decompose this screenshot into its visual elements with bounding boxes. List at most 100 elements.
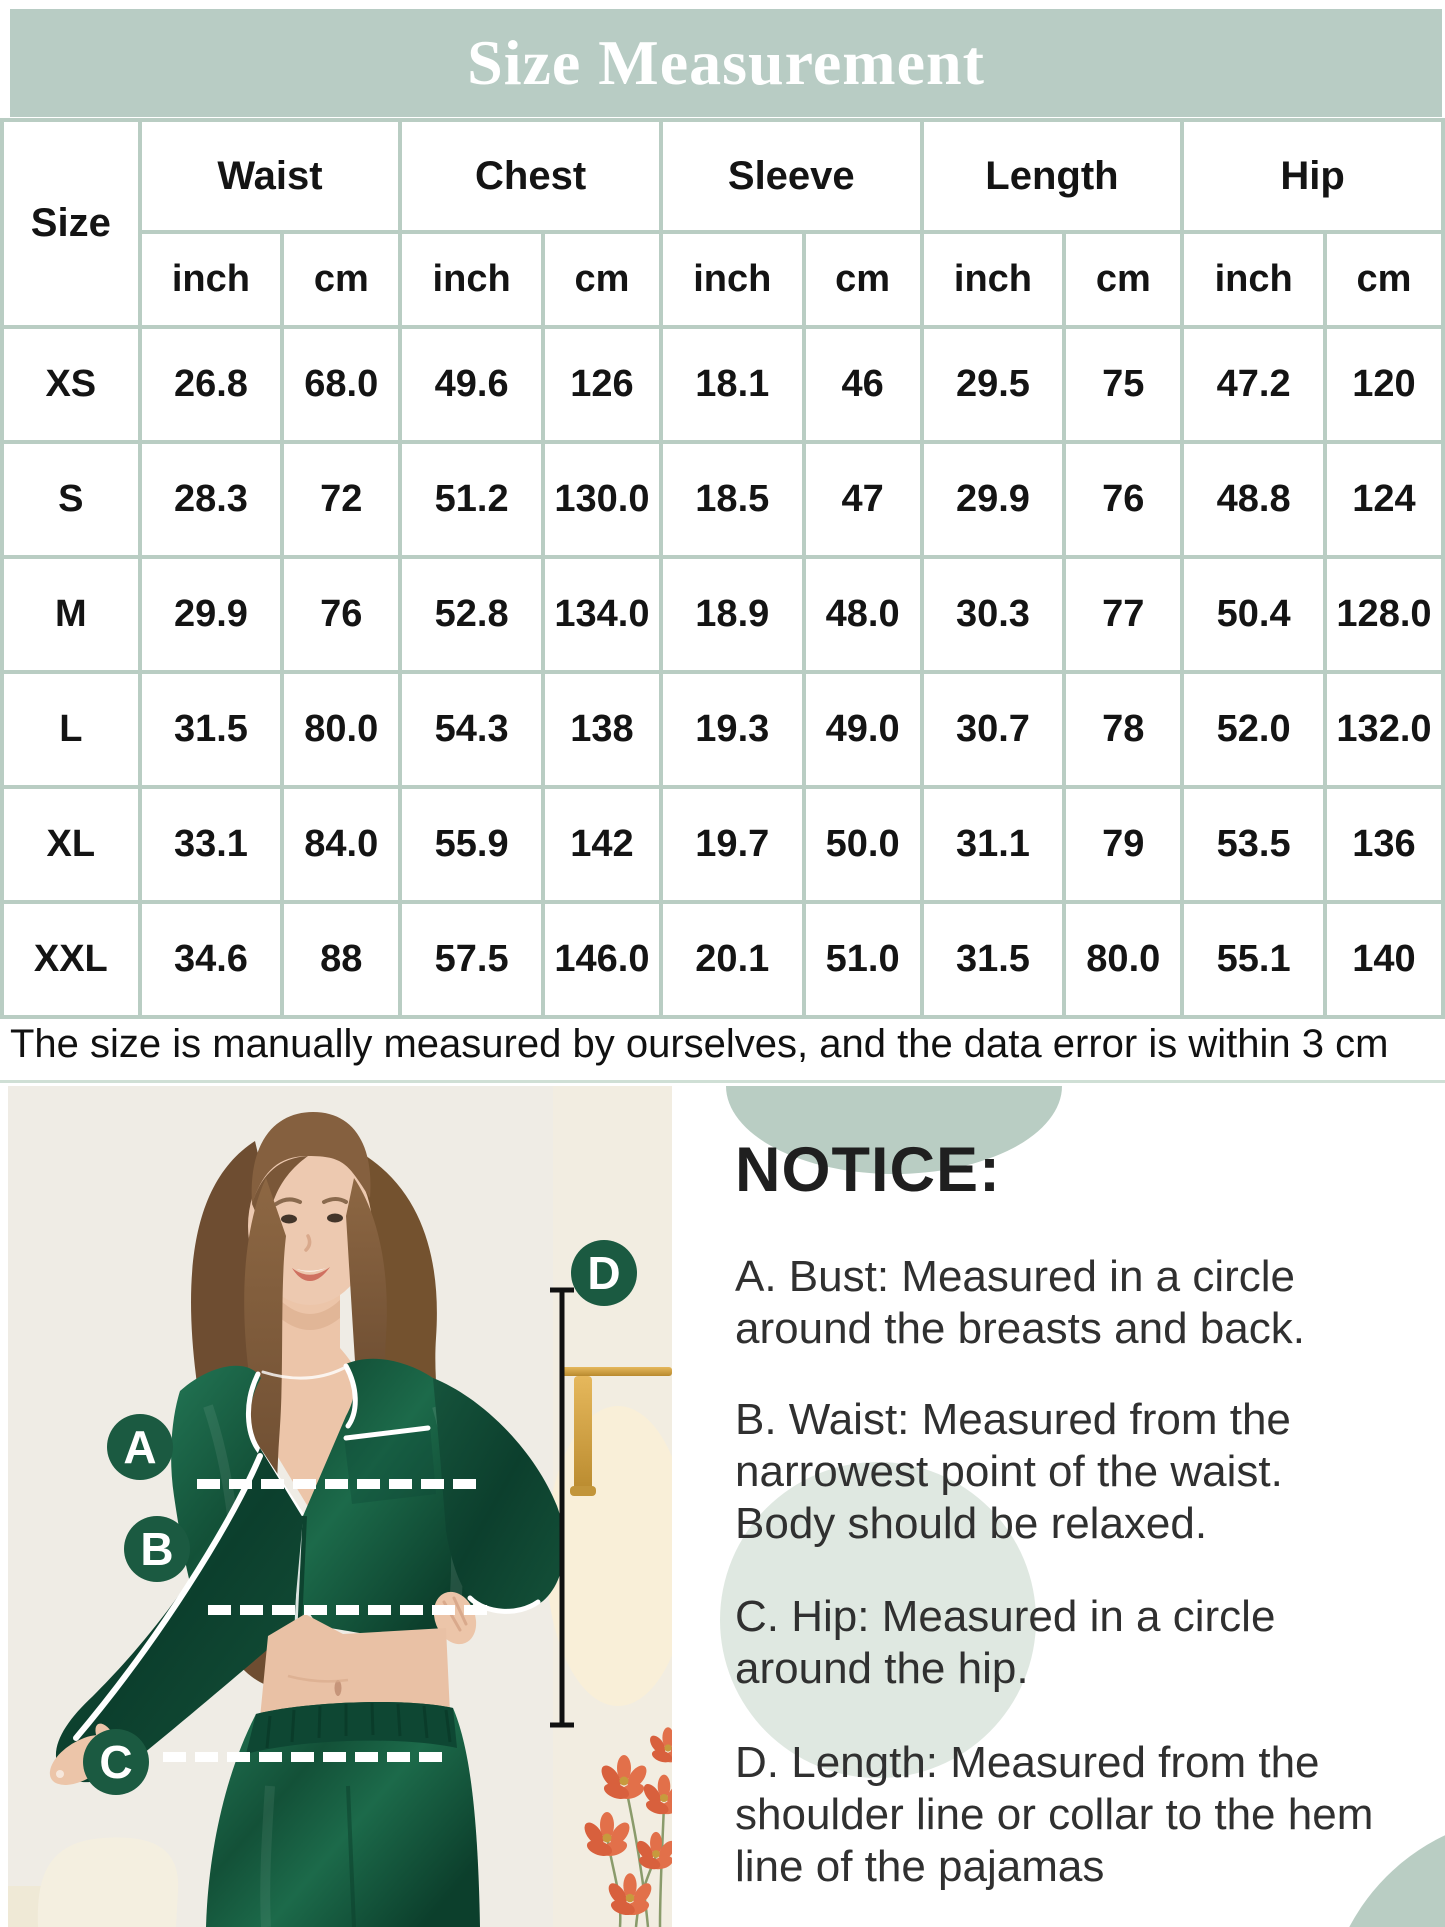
measurement-value: 84.0 [280,785,403,904]
cuff-piping-right [467,1595,541,1614]
measurement-value: 132.0 [1322,670,1445,789]
measurement-value: 49.6 [398,325,545,444]
measurement-value: 28.3 [137,440,285,559]
size-label: M [0,555,142,674]
pajama-pants [206,1702,480,1927]
unit-cm: cm [801,230,924,329]
table-row: M 29.9 76 52.8 134.0 18.9 48.0 30.3 77 50.4 128.0 [0,555,1445,674]
jacket-flap [55,1448,303,1783]
column-group-sleeve: Sleeve [658,118,924,234]
measurement-value: 49.0 [801,670,924,789]
column-group-chest: Chest [398,118,663,234]
measurement-value: 31.5 [137,670,285,789]
sofa [8,1837,179,1927]
measurement-value: 52.8 [398,555,545,674]
marker-a-circle [107,1414,173,1480]
measurement-value: 78 [1062,670,1185,789]
table-header-units: inch cm inch cm inch cm inch cm inch cm [2,230,1445,329]
measurement-value: 120 [1322,325,1445,444]
measurement-value: 18.5 [658,440,806,559]
measurement-value: 88 [280,900,403,1019]
size-label: L [0,670,142,789]
column-group-waist: Waist [137,118,403,234]
measurement-value: 29.5 [919,325,1067,444]
measurement-value: 80.0 [280,670,403,789]
measurement-value: 47 [801,440,924,559]
measurement-value: 26.8 [137,325,285,444]
notice-item-length: D. Length: Measured from the shoulder li… [735,1738,1374,1891]
measurement-value: 146.0 [540,900,663,1019]
measurement-value: 75 [1062,325,1185,444]
measurement-value: 19.3 [658,670,806,789]
measurement-value: 31.5 [919,900,1067,1019]
measurement-value: 20.1 [658,900,806,1019]
measurement-value: 140 [1322,900,1445,1019]
size-label: XS [0,325,142,444]
measurement-value: 19.7 [658,785,806,904]
size-column-header: Size [0,118,142,329]
notice-item-waist: B. Waist: Measured from the narrowest po… [735,1395,1291,1548]
neck-shadow [280,1300,340,1330]
measurement-value: 72 [280,440,403,559]
gold-rack [560,1367,672,1496]
measurement-value: 57.5 [398,900,545,1019]
measurement-value: 30.7 [919,670,1067,789]
marker-a-label: A [123,1421,156,1473]
unit-cm: cm [540,230,663,329]
measurement-value: 54.3 [398,670,545,789]
table-header-groups: Size Waist Chest Sleeve Length Hip [0,118,1445,329]
measurement-value: 31.1 [919,785,1067,904]
measurement-value: 124 [1322,440,1445,559]
unit-inch: inch [919,230,1067,329]
measurement-lines [163,1287,574,1762]
midriff [260,1614,450,1718]
measurement-value: 76 [280,555,403,674]
table-row: XXL 34.6 88 57.5 146.0 20.1 51.0 31.5 80.0 55.1 14… [0,900,1445,1019]
measurement-value: 48.0 [801,555,924,674]
measurement-value: 33.1 [137,785,285,904]
marker-c-label: C [99,1736,132,1788]
measurement-value: 142 [540,785,663,904]
measurement-value: 51.2 [398,440,545,559]
measurement-value: 128.0 [1322,555,1445,674]
measurement-value: 134.0 [540,555,663,674]
measurement-value: 50.0 [801,785,924,904]
unit-inch: inch [398,230,545,329]
measurement-value: 48.8 [1180,440,1327,559]
size-label: XXL [0,900,142,1019]
measurement-value: 18.9 [658,555,806,674]
measurement-value: 47.2 [1180,325,1327,444]
measurement-value: 130.0 [540,440,663,559]
unit-cm: cm [1322,230,1445,329]
measurement-value: 29.9 [919,440,1067,559]
unit-inch: inch [658,230,806,329]
product-photo: A B C D [8,1086,672,1927]
unit-inch: inch [137,230,285,329]
measurement-markers: A B C D [83,1240,637,1795]
decorative-circle-middle [720,1462,1036,1778]
table-row: L 31.5 80.0 54.3 138 19.3 49.0 30.7 78 52.0 132.0 [0,670,1445,789]
page-title: Size Measurement [467,27,985,98]
measurement-note: The size is manually measured by ourselv… [10,1022,1389,1066]
title-bar: Size Measurement [10,9,1442,117]
marker-d-circle [571,1240,637,1306]
column-group-length: Length [919,118,1185,234]
measurement-value: 34.6 [137,900,285,1019]
measurement-value: 77 [1062,555,1185,674]
size-table: Size Waist Chest Sleeve Length Hip inch … [0,118,1445,1019]
table-row: S 28.3 72 51.2 130.0 18.5 47 29.9 76 48.8 124 [0,440,1445,559]
measurement-value: 76 [1062,440,1185,559]
right-sleeve [433,1378,565,1614]
measurement-value: 30.3 [919,555,1067,674]
measurement-value: 52.0 [1180,670,1327,789]
measurement-value: 53.5 [1180,785,1327,904]
measurement-value: 18.1 [658,325,806,444]
unit-inch: inch [1180,230,1327,329]
chest-pocket [343,1425,436,1504]
pajama-photo-illustration: A B C D [8,1086,672,1927]
notice-heading: NOTICE: [735,1135,1001,1205]
unit-cm: cm [1062,230,1185,329]
measurement-value: 80.0 [1062,900,1185,1019]
length-line [550,1287,574,1728]
